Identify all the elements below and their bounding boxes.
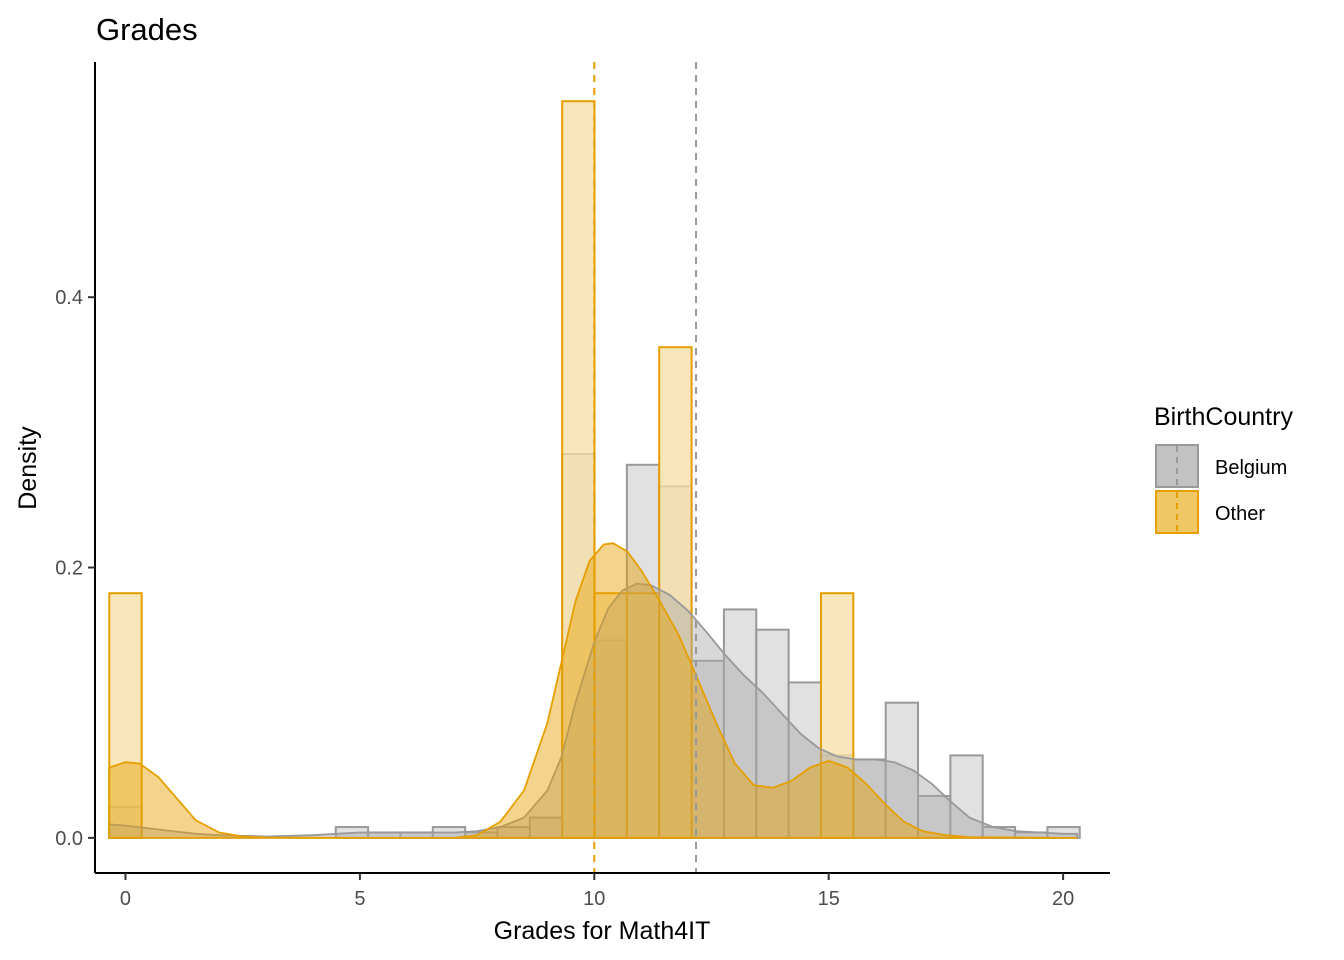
legend-label-other: Other xyxy=(1215,503,1265,525)
x-axis-title: Grades for Math4IT xyxy=(494,917,711,945)
y-tick-label: 0.4 xyxy=(55,287,83,309)
histogram-bar-belgium xyxy=(949,754,984,839)
chart-title: Grades xyxy=(96,12,198,47)
histogram-bar-other xyxy=(625,592,661,839)
histogram-bar-belgium xyxy=(917,794,952,839)
plot-area xyxy=(108,62,1081,873)
x-tick-label: 20 xyxy=(1052,888,1074,910)
y-tick-label: 0.0 xyxy=(55,828,83,850)
x-tick-label: 15 xyxy=(818,888,840,910)
y-axis-title: Density xyxy=(14,426,42,510)
density-curve-other xyxy=(108,542,1078,839)
histogram-bar-other xyxy=(108,592,143,839)
histogram-bar-other xyxy=(561,100,596,839)
axes: 0 5 10 15 20 0.0 0.2 0.4 xyxy=(55,62,1110,910)
y-tick-label: 0.2 xyxy=(55,558,83,580)
legend-title: BirthCountry xyxy=(1154,403,1293,431)
histogram-bar-belgium xyxy=(722,608,758,839)
legend: BirthCountry Belgium Other xyxy=(1154,403,1293,534)
x-tick-label: 0 xyxy=(120,888,131,910)
x-tick-label: 5 xyxy=(354,888,365,910)
legend-label-belgium: Belgium xyxy=(1215,457,1287,479)
x-tick-label: 10 xyxy=(583,888,605,910)
histogram-bar-belgium xyxy=(787,681,822,839)
